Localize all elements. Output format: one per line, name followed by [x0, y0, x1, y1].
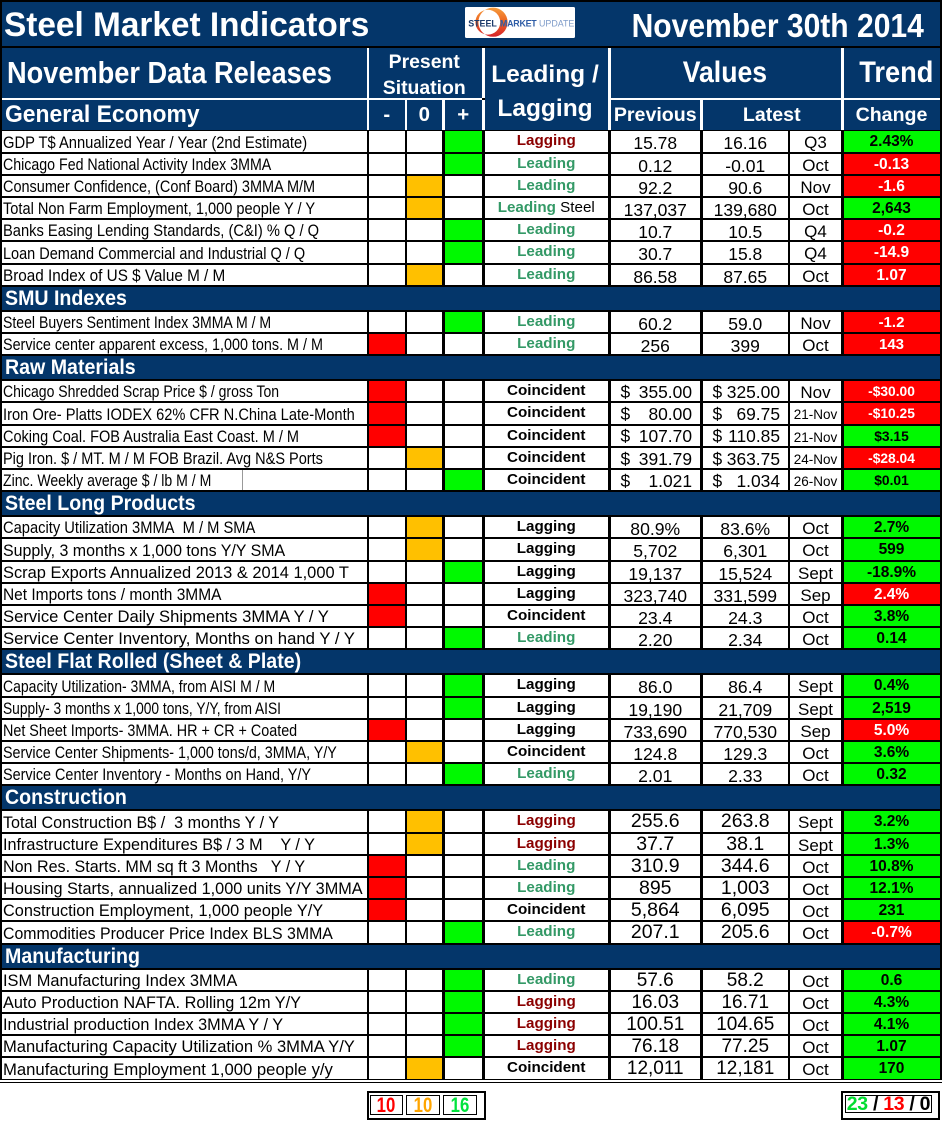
svg-text:MARKET: MARKET — [500, 18, 537, 28]
svg-text:UPDATE: UPDATE — [539, 18, 574, 28]
svg-text:STEEL: STEEL — [468, 18, 497, 28]
